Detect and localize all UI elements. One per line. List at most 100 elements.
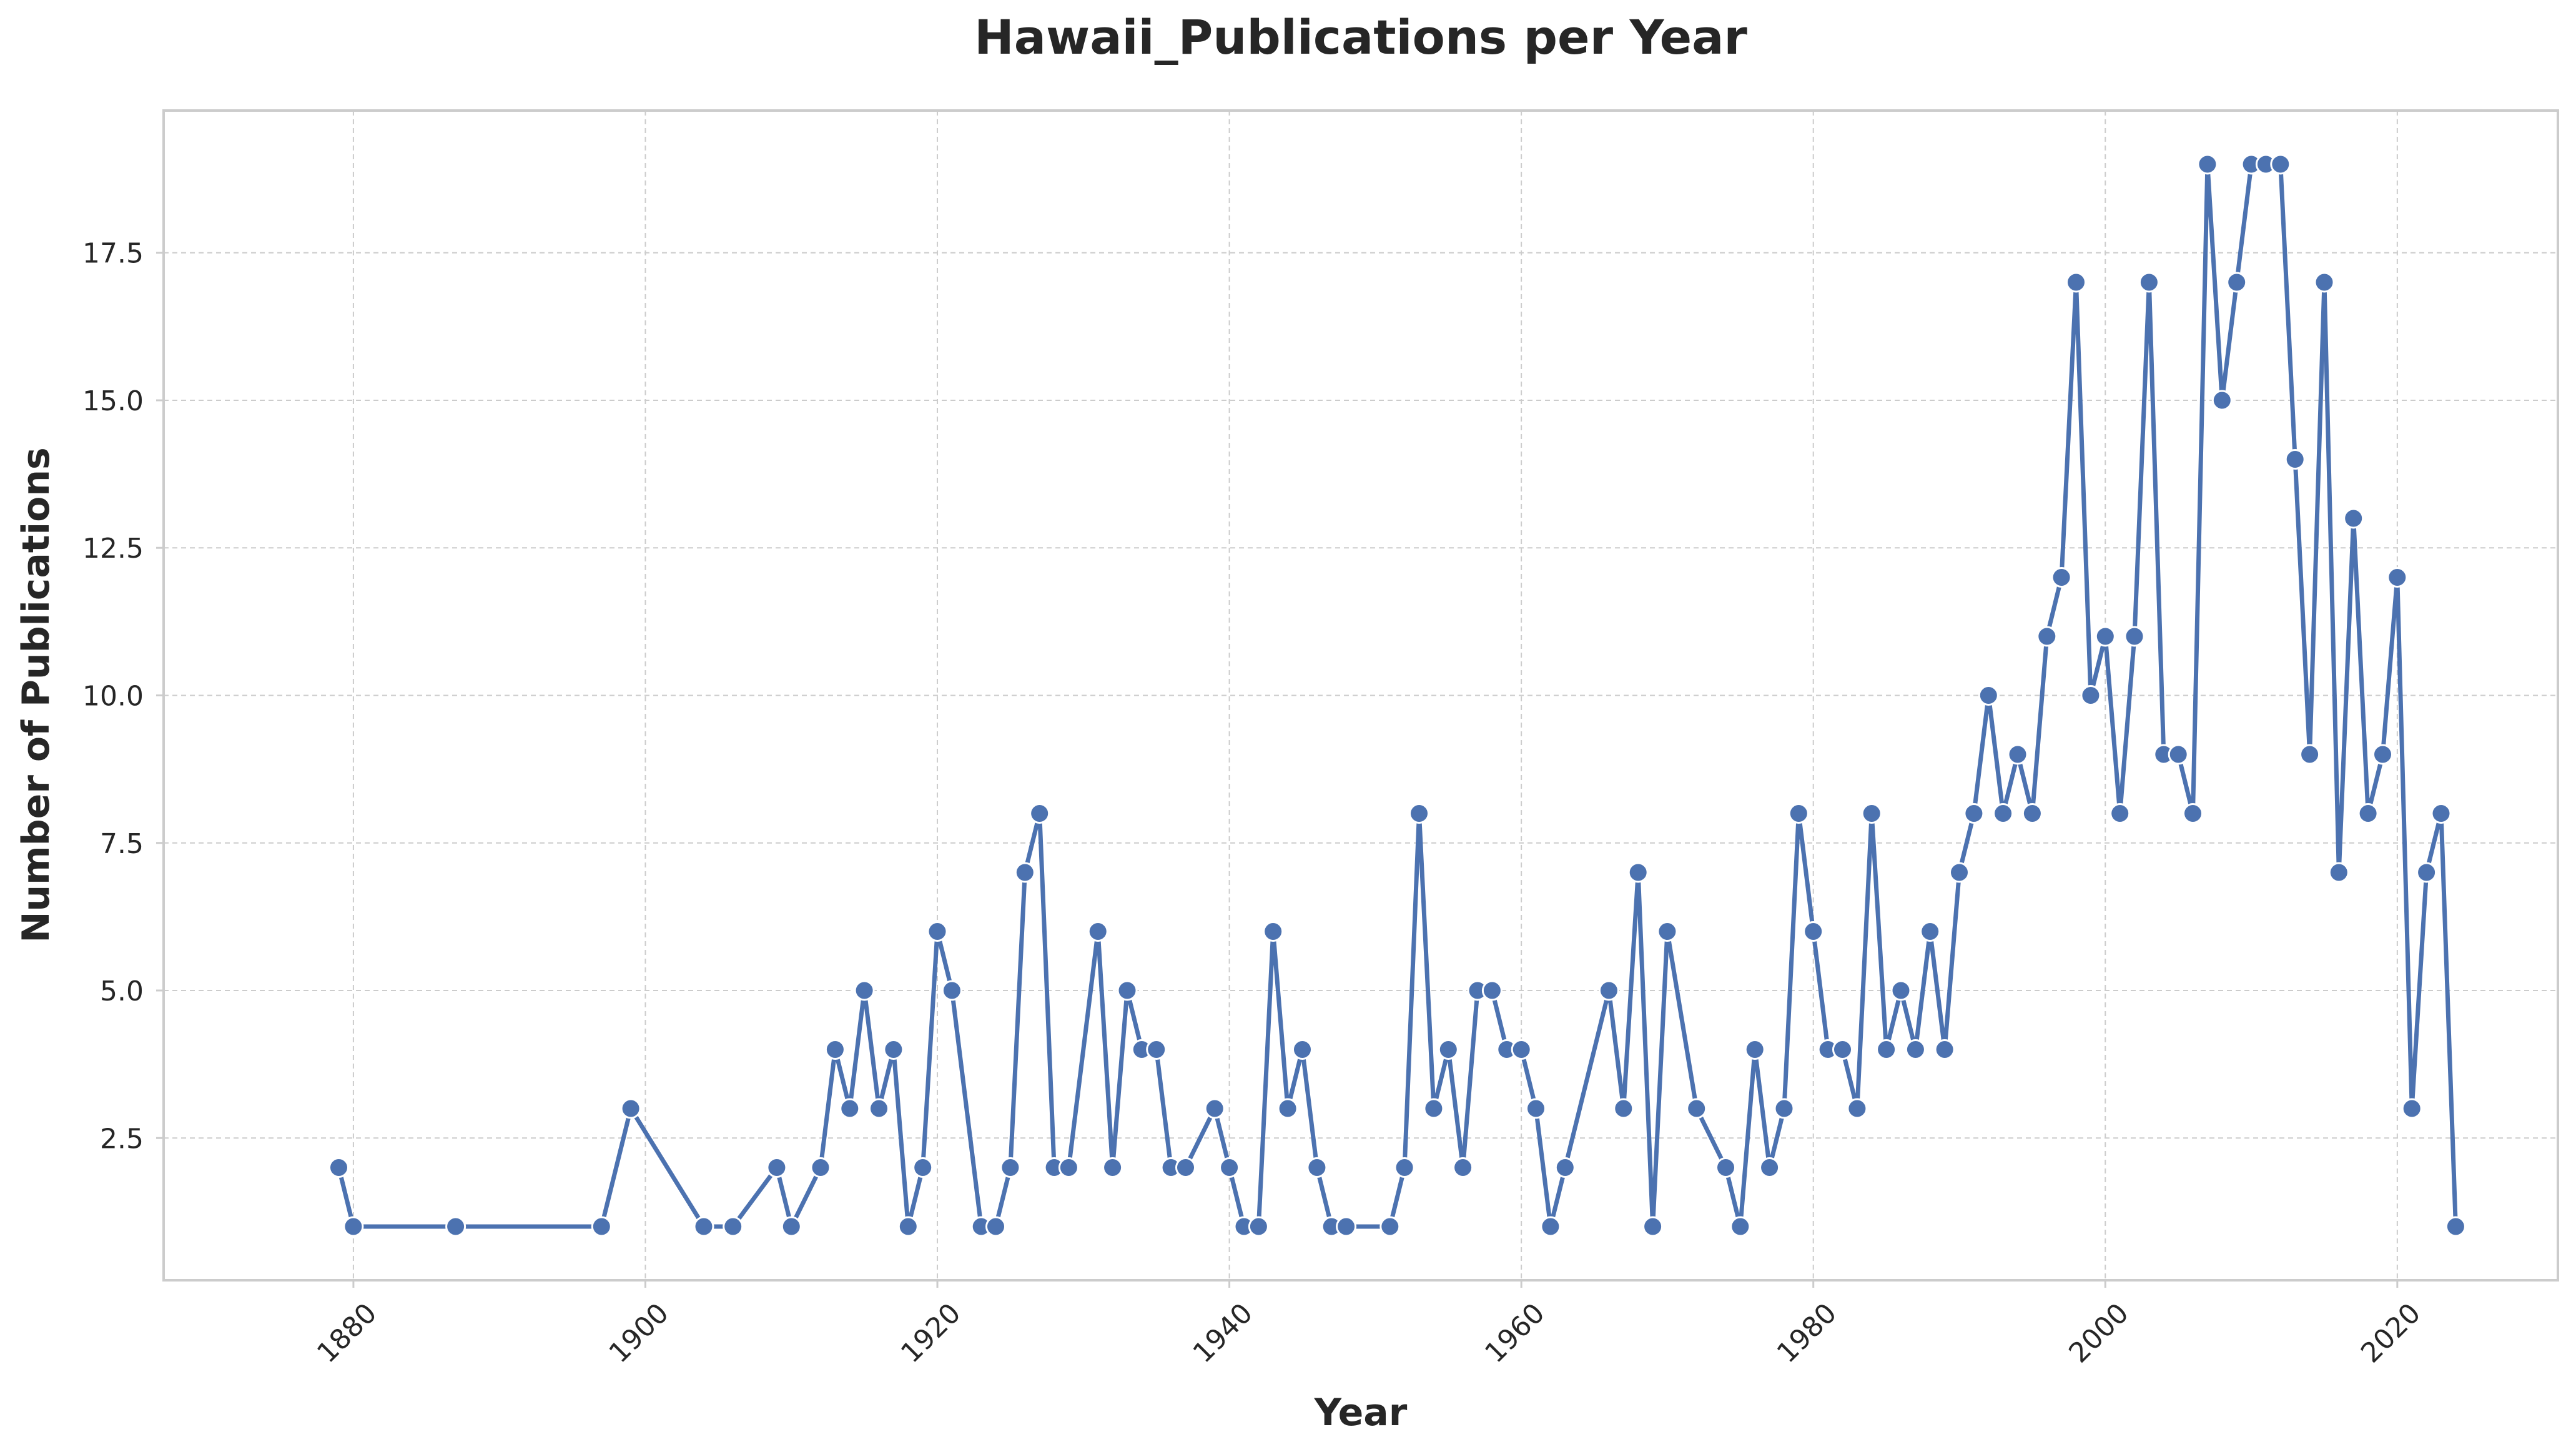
data-point — [1934, 1039, 1955, 1060]
data-point — [1730, 1216, 1751, 1237]
data-point — [1306, 1157, 1328, 1178]
data-point — [1453, 1157, 1474, 1178]
data-point — [1832, 1039, 1853, 1060]
data-point — [869, 1098, 889, 1119]
data-point — [2328, 862, 2349, 883]
data-point — [912, 1157, 934, 1178]
data-point — [766, 1157, 787, 1178]
data-point — [1949, 862, 1970, 883]
data-point — [1598, 980, 1619, 1001]
data-point — [2343, 508, 2364, 529]
data-point — [1000, 1157, 1021, 1178]
data-point — [1715, 1157, 1736, 1178]
data-point — [824, 1039, 846, 1060]
data-point — [839, 1098, 861, 1119]
y-tick-label: 15.0 — [82, 385, 144, 417]
data-point — [2416, 862, 2437, 883]
data-point — [1847, 1098, 1868, 1119]
data-point — [591, 1216, 612, 1237]
data-point — [2430, 803, 2452, 824]
data-point — [810, 1157, 831, 1178]
data-point — [693, 1216, 714, 1237]
data-point — [2284, 449, 2306, 470]
data-point — [1554, 1157, 1576, 1178]
data-point — [1219, 1157, 1240, 1178]
data-point — [1744, 1039, 1765, 1060]
data-point — [2021, 803, 2043, 824]
series-layer — [328, 154, 2466, 1237]
data-point — [1029, 803, 1050, 824]
y-tick-label: 2.5 — [100, 1123, 144, 1155]
y-tick-label: 7.5 — [100, 828, 144, 860]
data-point — [1379, 1216, 1401, 1237]
data-point — [2270, 154, 2291, 175]
data-point — [1336, 1216, 1357, 1237]
data-point — [1204, 1098, 1225, 1119]
y-tick-label: 5.0 — [100, 975, 144, 1007]
data-point — [941, 980, 962, 1001]
data-point — [2124, 626, 2145, 647]
data-point — [1642, 1216, 1664, 1237]
data-point — [1803, 921, 1824, 942]
data-point — [2066, 272, 2086, 293]
data-point — [2168, 744, 2189, 765]
data-point — [1277, 1098, 1298, 1119]
data-point — [1481, 980, 1503, 1001]
data-point — [2445, 1216, 2466, 1237]
data-point — [1511, 1039, 1532, 1060]
data-point — [781, 1216, 802, 1237]
y-axis-label: Number of Publications — [14, 447, 58, 943]
data-point — [2299, 744, 2321, 765]
data-point — [1423, 1098, 1444, 1119]
data-point — [723, 1216, 744, 1237]
data-point — [897, 1216, 919, 1237]
data-point — [2401, 1098, 2422, 1119]
data-point — [854, 980, 875, 1001]
data-point — [1686, 1098, 1707, 1119]
data-point — [1759, 1157, 1780, 1178]
data-point — [1861, 803, 1882, 824]
data-point — [343, 1216, 364, 1237]
data-point — [1890, 980, 1912, 1001]
data-point — [2036, 626, 2058, 647]
data-point — [2314, 272, 2335, 293]
y-tick-label: 12.5 — [82, 533, 144, 565]
data-point — [2110, 803, 2131, 824]
y-tick-label: 17.5 — [82, 238, 144, 270]
chart-title: Hawaii_Publications per Year — [974, 9, 1747, 65]
data-point — [1905, 1039, 1926, 1060]
data-point — [1540, 1216, 1561, 1237]
data-point — [1613, 1098, 1634, 1119]
data-point — [1263, 921, 1284, 942]
data-point — [1102, 1157, 1123, 1178]
y-tick-label: 10.0 — [82, 681, 144, 713]
data-point — [1146, 1039, 1167, 1060]
data-point — [1920, 921, 1941, 942]
data-point — [1963, 803, 1985, 824]
data-point — [1292, 1039, 1313, 1060]
data-point — [1876, 1039, 1897, 1060]
data-point — [2051, 567, 2072, 588]
data-point — [2372, 744, 2393, 765]
data-point — [328, 1157, 349, 1178]
data-point — [1248, 1216, 1269, 1237]
data-point — [927, 921, 948, 942]
data-point — [2138, 272, 2159, 293]
data-point — [1438, 1039, 1459, 1060]
x-axis-label: Year — [1314, 1391, 1408, 1435]
data-point — [2197, 154, 2218, 175]
data-point — [1394, 1157, 1415, 1178]
data-point — [445, 1216, 466, 1237]
data-point — [2183, 803, 2203, 824]
data-point — [2226, 272, 2248, 293]
data-point — [1993, 803, 2014, 824]
data-point — [1788, 803, 1809, 824]
data-point — [1058, 1157, 1079, 1178]
data-point — [1014, 862, 1035, 883]
data-point — [1175, 1157, 1196, 1178]
data-point — [985, 1216, 1006, 1237]
data-point — [2007, 744, 2028, 765]
data-point — [1409, 803, 1429, 824]
